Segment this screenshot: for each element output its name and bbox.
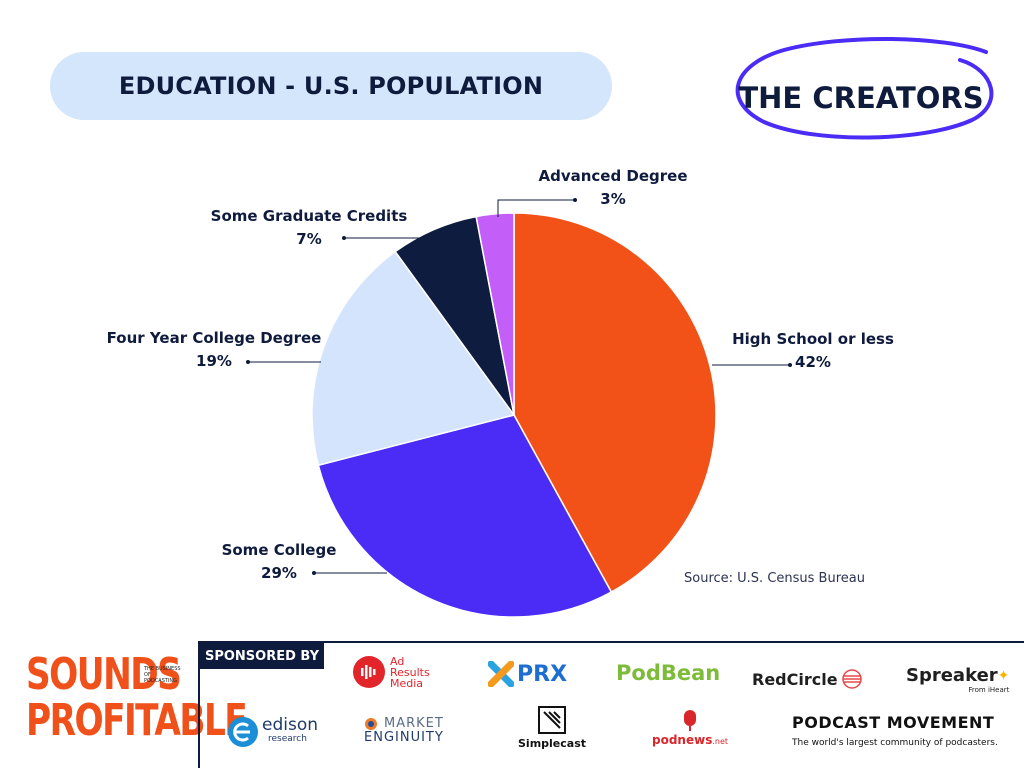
ad-results-line-2: Results — [390, 665, 430, 679]
podcast-movement-text: PODCAST MOVEMENT — [792, 713, 995, 732]
spreaker-star-icon: ✦ — [997, 667, 1010, 684]
logo-tagline: THE BUSINESS OF PODCASTING — [144, 666, 181, 684]
pie-slice-high-school-or-less — [513, 212, 717, 594]
simplecast-icon — [538, 706, 566, 734]
podbean-text: PodBean — [616, 661, 721, 685]
sponsor-prx[interactable]: PRX — [488, 661, 567, 687]
sponsor-ad-results-media[interactable]: Ad Results Media — [352, 655, 430, 689]
leader-dot — [312, 571, 316, 575]
market-text: MARKET — [384, 716, 444, 731]
spreaker-text: Spreaker — [906, 665, 998, 686]
edison-e-icon — [228, 717, 258, 747]
market-enginuity-icon — [365, 718, 377, 730]
edison-text: edison — [262, 715, 319, 735]
podnews-text: podnews — [652, 733, 713, 747]
slice-label: Some College — [222, 541, 337, 559]
chart-title: EDUCATION - U.S. POPULATION — [118, 72, 544, 100]
pie-slice-some-college — [317, 414, 613, 618]
enginuity-text: ENGINUITY — [364, 730, 444, 745]
prx-text: PRX — [517, 661, 568, 687]
sponsor-podcast-movement[interactable]: PODCAST MOVEMENT The world's largest com… — [792, 713, 998, 748]
sponsor-market-enginuity[interactable]: MARKET ENGINUITY — [364, 717, 444, 745]
spreaker-subtext: From iHeart — [968, 686, 1010, 694]
slice-value-label: 7% — [296, 230, 321, 248]
sponsor-simplecast[interactable]: Simplecast — [518, 705, 586, 750]
slice-label: Advanced Degree — [538, 167, 687, 185]
creators-badge: THE CREATORS — [730, 36, 994, 140]
leader-dot — [573, 198, 577, 202]
leader-line — [497, 199, 575, 217]
slice-label: Four Year College Degree — [107, 329, 322, 347]
edison-subtext: research — [268, 734, 307, 744]
prx-x-icon — [488, 661, 514, 687]
hand-drawn-circle-icon — [735, 36, 994, 140]
chart-title-pill: EDUCATION - U.S. POPULATION — [50, 52, 612, 120]
sponsor-spreaker[interactable]: Spreaker ✦ From iHeart — [906, 665, 1009, 694]
sponsor-podbean[interactable]: PodBean — [616, 661, 720, 685]
podnews-suffix: .net — [712, 737, 729, 746]
pie-slice-advanced-degree — [475, 212, 515, 416]
redcircle-icon — [841, 669, 862, 689]
source-note: Source: U.S. Census Bureau — [684, 571, 865, 586]
ad-results-icon — [353, 656, 385, 688]
sponsors-heading: SPONSORED BY — [200, 643, 324, 669]
ad-results-line-1: Ad — [390, 654, 405, 668]
pie-chart: High School or less 42% Some College 29% Fou… — [107, 167, 894, 618]
redcircle-text: RedCircle — [752, 669, 838, 689]
sponsors-panel: SPONSORED BY Ad Results Media PRX PodBea… — [198, 641, 1024, 768]
slice-label: Some Graduate Credits — [211, 207, 408, 225]
slice-value-label: 3% — [600, 190, 625, 208]
ad-results-line-3: Media — [390, 676, 424, 690]
slice-value-label: 29% — [261, 564, 297, 582]
podnews-mic-icon — [684, 710, 696, 731]
pie-slice-four-year-college-degree — [311, 250, 516, 467]
sponsor-edison-research[interactable]: edison research — [226, 715, 318, 749]
logo-line-1: SOUNDS — [26, 649, 182, 700]
slice-value-label: 19% — [196, 352, 232, 370]
leader-dot — [342, 236, 346, 240]
sponsor-redcircle[interactable]: RedCircle — [752, 669, 862, 689]
slice-label: High School or less — [732, 330, 894, 348]
leader-dot — [246, 360, 250, 364]
podcast-movement-tagline: The world's largest community of podcast… — [792, 738, 998, 748]
sounds-profitable-logo: SOUNDS PROFITABLE THE BUSINESS OF PODCAS… — [26, 649, 248, 756]
simplecast-text: Simplecast — [518, 737, 587, 750]
sponsor-podnews[interactable]: podnews .net — [652, 709, 728, 747]
logo-line-2: PROFITABLE — [26, 695, 248, 746]
slice-value-label: 42% — [795, 353, 831, 371]
leader-dot — [788, 363, 792, 367]
creators-badge-text: THE CREATORS — [738, 81, 984, 115]
